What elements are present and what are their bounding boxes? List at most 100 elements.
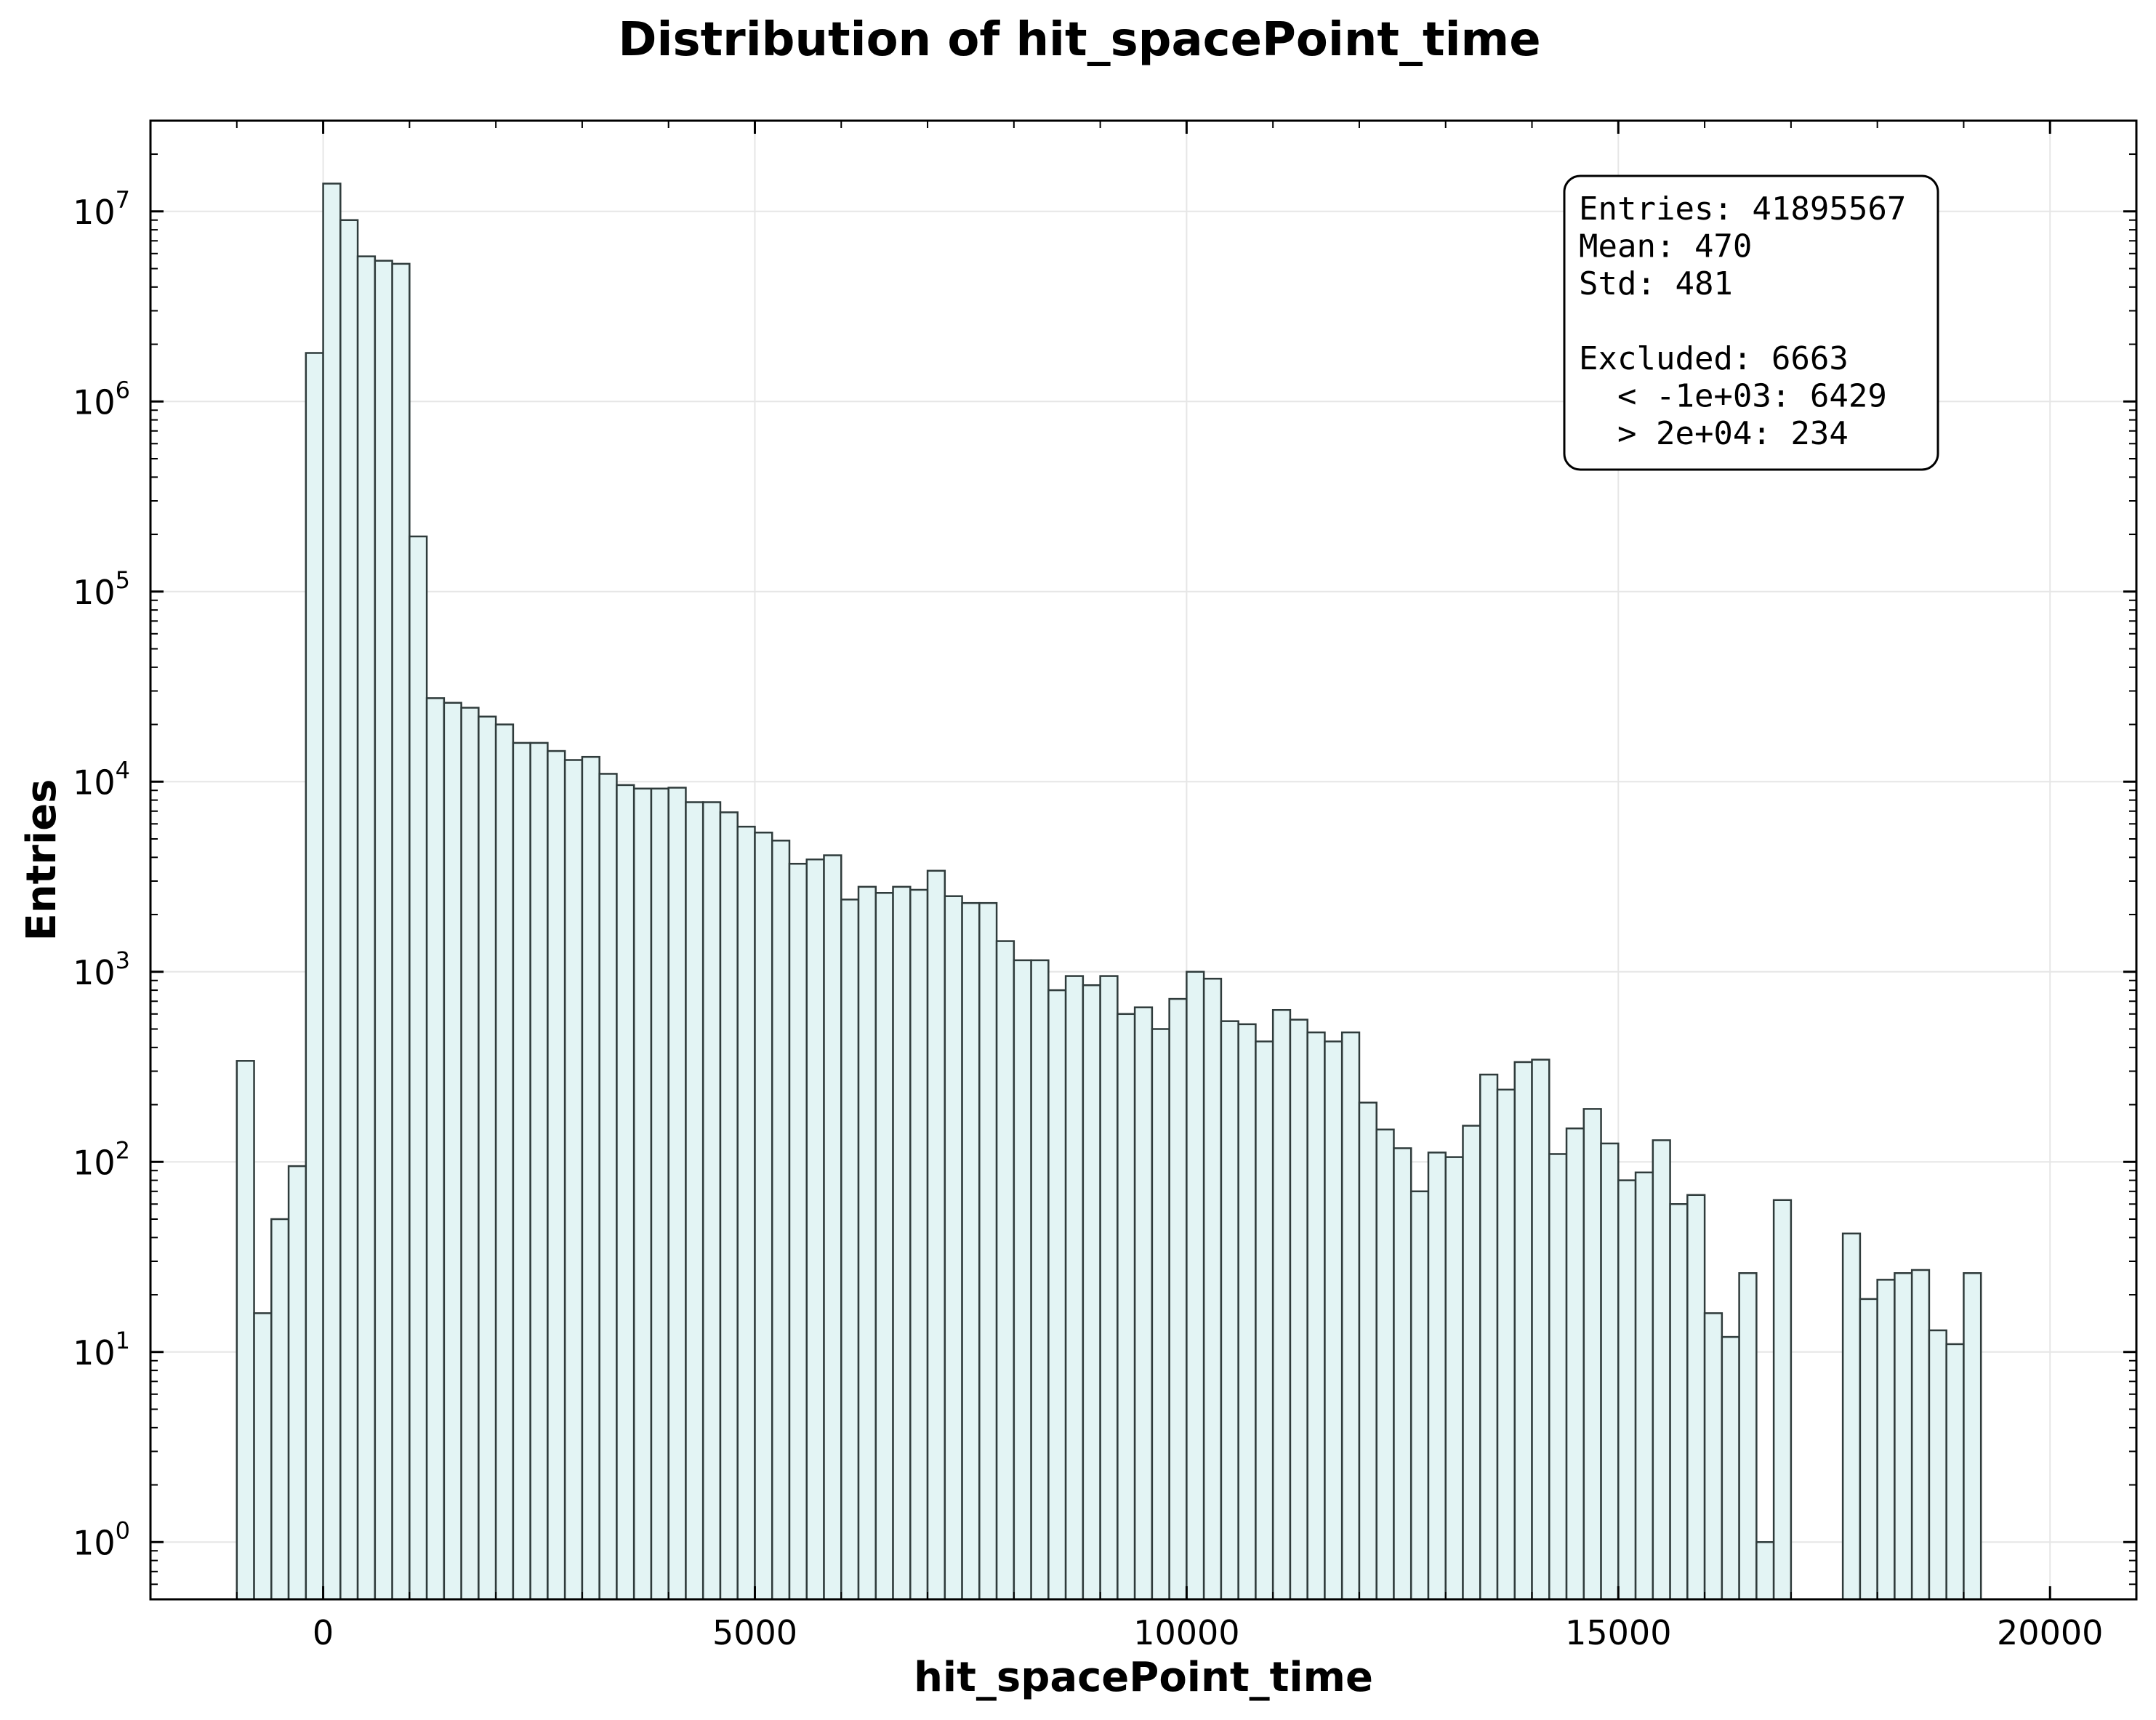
y-axis-label: Entries [18,779,65,941]
histogram-bar [322,182,342,1601]
histogram-bar [1358,1101,1377,1601]
histogram-bar [1721,1335,1740,1601]
histogram-bar [1859,1298,1878,1601]
x-tick-label: 10000 [1133,1613,1239,1652]
x-axis-label: hit_spacePoint_time [914,1654,1373,1701]
histogram-bar [1202,977,1223,1601]
histogram-bar [443,702,462,1601]
x-tick-label: 20000 [1997,1613,2103,1652]
histogram-bar [1531,1058,1550,1601]
histogram-bar [270,1218,290,1601]
histogram-bar [736,825,756,1601]
histogram-bar [840,899,860,1601]
histogram-bar [1047,989,1067,1601]
histogram-bar [1479,1073,1499,1601]
histogram-bar [650,787,669,1601]
histogram-bar [287,1165,307,1601]
histogram-bar [1444,1156,1464,1601]
histogram-bar [1755,1541,1775,1601]
histogram-bar [1876,1279,1896,1601]
histogram-bar [1462,1125,1481,1601]
histogram-bar [1409,1190,1430,1601]
histogram-bar [1013,959,1032,1601]
histogram-bar [632,787,653,1601]
y-tick-label: 100 [73,1516,130,1562]
histogram-bar [1565,1127,1585,1601]
histogram-bar [1427,1152,1447,1601]
stats-line: < -1e+03: 6429 [1579,378,1887,415]
histogram-bar [909,888,929,1601]
histogram-bar [995,940,1015,1601]
histogram-bar [1306,1031,1326,1601]
histogram-bar [874,892,894,1601]
histogram-bar [1963,1272,1982,1601]
histogram-bar [1772,1199,1793,1601]
histogram-bar [978,901,998,1601]
histogram-bar [892,885,912,1601]
stats-line: Std: 481 [1579,265,1733,302]
histogram-bar [494,723,515,1601]
histogram-bar [1634,1171,1654,1601]
histogram-bar [1082,984,1101,1601]
y-tick-label: 107 [73,186,130,232]
y-tick-label: 103 [73,947,130,992]
histogram-bar [1168,997,1188,1601]
x-tick-label: 0 [313,1613,334,1652]
histogram-bar [1945,1343,1965,1601]
histogram-bar [1686,1194,1706,1601]
histogram-bar [754,832,773,1601]
histogram-bar [1582,1108,1602,1601]
histogram-bar [1393,1147,1412,1601]
x-tick-label: 5000 [712,1613,797,1652]
y-tick-label: 105 [73,566,130,612]
chart-title: Distribution of hit_spacePoint_time [618,13,1540,67]
histogram-bar [598,773,618,1601]
histogram-bar [1841,1232,1862,1601]
histogram-bar [1289,1018,1308,1601]
histogram-bar [616,784,635,1601]
histogram-bar [1375,1128,1395,1601]
histogram-bar [1496,1088,1516,1601]
histogram-bar [1617,1179,1637,1601]
histogram-bar [529,742,549,1601]
histogram-bar [460,707,480,1601]
histogram-bar [512,742,531,1601]
histogram-bar [356,255,377,1601]
stats-line: Entries: 41895567 [1579,190,1906,228]
histogram-bar [1669,1203,1689,1601]
histogram-bar [944,895,963,1601]
histogram-bar [667,787,687,1601]
histogram-bar [1652,1139,1671,1601]
histogram-bar [1030,959,1050,1601]
histogram-bar [305,352,324,1601]
histogram-bar [1513,1061,1533,1601]
histogram-bar [823,854,842,1601]
histogram-bar [1324,1040,1343,1601]
histogram-bar [1064,975,1085,1601]
histogram-bar [1220,1020,1239,1601]
histogram-bar [1928,1329,1947,1601]
histogram-bar [1117,1013,1136,1601]
histogram-bar [478,715,497,1601]
histogram-bar [581,755,600,1601]
x-tick-labels: 0 5000 10000 15000 20000 [313,1613,2103,1652]
histogram-bar [1703,1312,1723,1601]
histogram-bar [1271,1008,1292,1601]
y-tick-label: 106 [73,376,130,422]
y-tick-labels: 100 101 102 103 104 105 106 107 [73,186,130,1563]
stats-line: Excluded: 6663 [1579,340,1849,377]
histogram-bar [391,262,411,1601]
histogram-bar [1255,1040,1274,1601]
x-tick-label: 15000 [1565,1613,1671,1652]
histogram-bar [253,1312,273,1601]
histogram-bar [1186,970,1205,1601]
histogram-bar [788,862,808,1601]
histogram-bar [1340,1031,1361,1601]
histogram-bar [1099,975,1119,1601]
histogram-bar [961,901,981,1601]
histogram-bar [857,885,877,1601]
histogram-bar [563,759,584,1601]
histogram-bar [1237,1023,1257,1601]
